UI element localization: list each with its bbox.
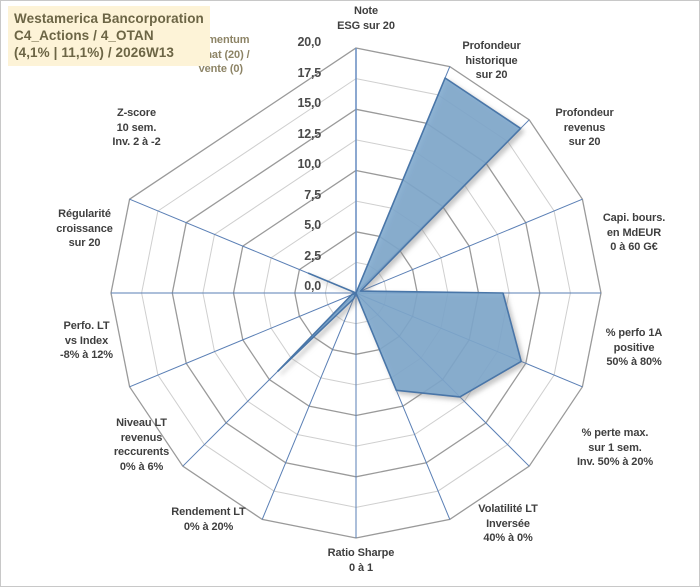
radial-tick-2_5: 2,5 xyxy=(304,249,321,263)
radial-tick-12_5: 12,5 xyxy=(297,127,321,141)
radial-tick-10_0: 10,0 xyxy=(297,157,321,171)
radial-tick-7_5: 7,5 xyxy=(304,188,321,202)
radial-tick-15_0: 15,0 xyxy=(297,96,321,110)
axis-label-niveau-lt-revenus: Niveau LT revenus reccurents 0% à 6% xyxy=(113,417,170,473)
radial-tick-5_0: 5,0 xyxy=(304,218,321,232)
axis-label-ratio-sharpe: Ratio Sharpe 0 à 1 xyxy=(327,547,395,574)
radial-tick-0_0: 0,0 xyxy=(304,279,321,293)
axis-label-note-esg: Note ESG sur 20 xyxy=(337,5,395,32)
axis-label-capi-boursiere: Capi. bours. en MdEUR 0 à 60 G€ xyxy=(602,212,666,253)
axis-label-volatilite-lt-inversee: Volatilité LT Inversée 40% à 0% xyxy=(478,503,538,544)
axis-label-regularite-croissance: Régularité croissance sur 20 xyxy=(56,208,113,249)
axis-label-perte-max-1sem: % perte max. sur 1 sem. Inv. 50% à 20% xyxy=(576,427,654,468)
page-title: Westamerica Bancorporation C4_Actions / … xyxy=(8,6,210,66)
axis-label-z-score: Z-score 10 sem. Inv. 2 à -2 xyxy=(112,107,161,148)
axis-label-profondeur-revenus: Profondeur revenus sur 20 xyxy=(555,107,614,148)
axis-label-profondeur-historique: Profondeur historique sur 20 xyxy=(462,40,521,81)
radial-tick-20_0: 20,0 xyxy=(297,35,321,49)
axis-label-perfo-lt-vs-index: Perfo. LT vs Index -8% à 12% xyxy=(60,320,113,361)
data-polygon xyxy=(277,77,523,398)
radial-tick-17_5: 17,5 xyxy=(297,66,321,80)
axis-label-perfo-1a-positive: % perfo 1A positive 50% à 80% xyxy=(605,327,663,368)
axis-label-rendement-lt: Rendement LT 0% à 20% xyxy=(171,506,246,533)
